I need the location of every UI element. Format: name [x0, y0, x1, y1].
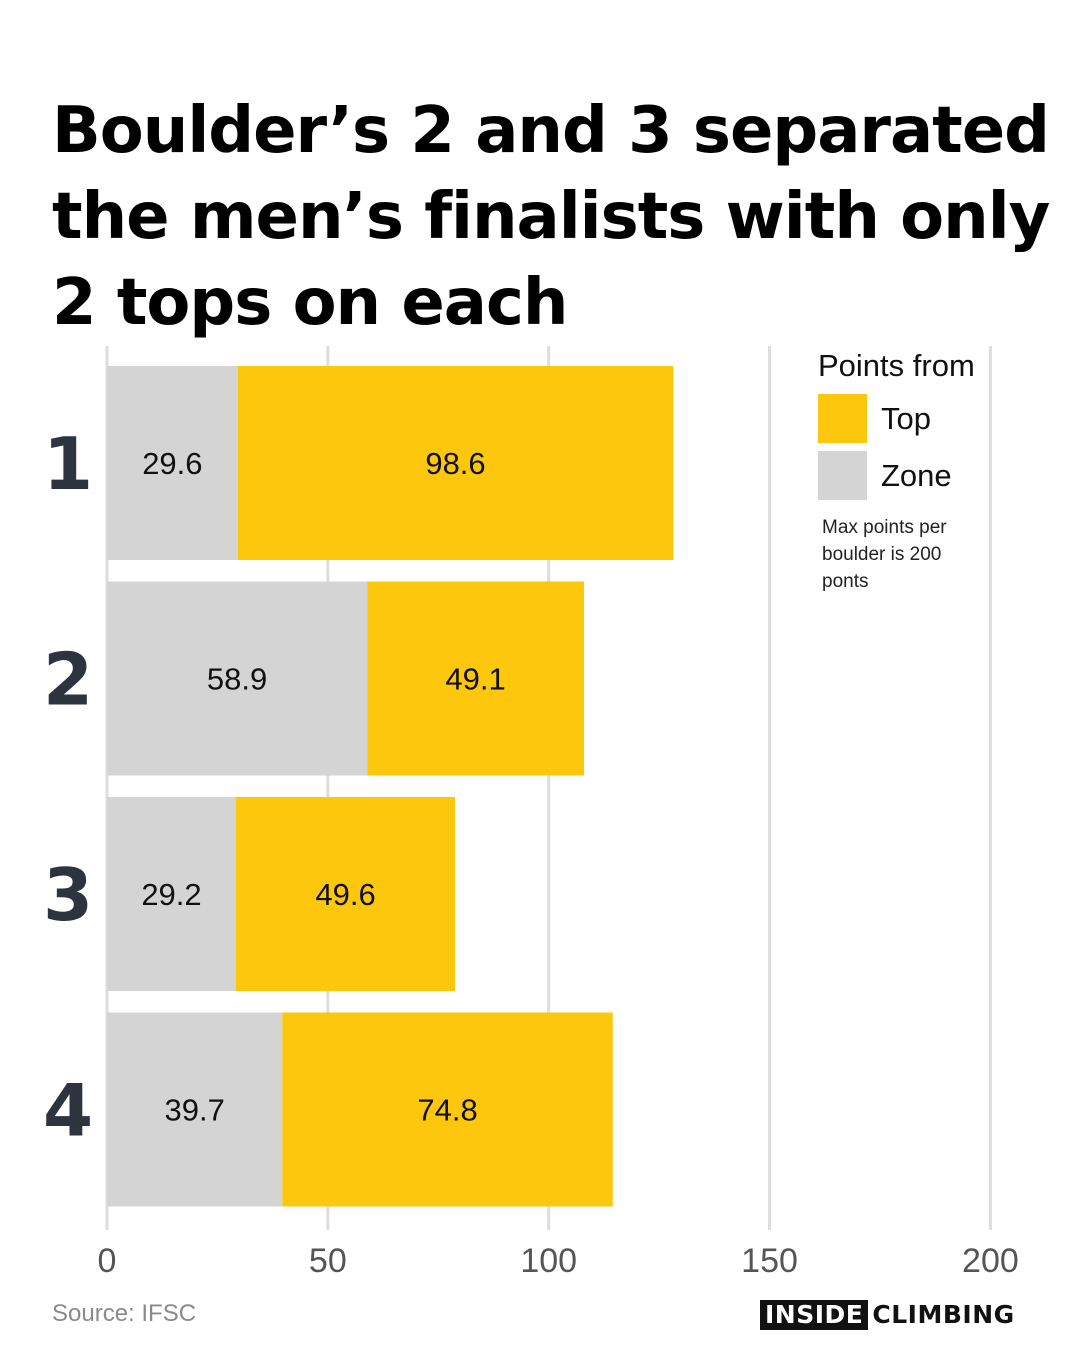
value-label-zone-boulder-3: 29.2: [141, 877, 201, 912]
brand-logo-boxed: INSIDE: [760, 1300, 869, 1330]
value-label-zone-boulder-4: 39.7: [165, 1093, 225, 1128]
value-label-top-boulder-4: 74.8: [417, 1093, 477, 1128]
x-tick-label-0: 0: [98, 1242, 117, 1280]
bars: [107, 366, 674, 1207]
value-label-top-boulder-2: 49.1: [445, 662, 505, 697]
category-label-4: 4: [43, 1069, 93, 1153]
value-label-zone-boulder-1: 29.6: [142, 446, 202, 481]
bar-top-boulder-2: [367, 581, 585, 776]
x-tick-label-100: 100: [520, 1242, 577, 1280]
legend-swatch-top: [818, 394, 867, 443]
value-label-top-boulder-1: 98.6: [425, 446, 485, 481]
legend-swatch-zone: [818, 451, 867, 500]
bar-value-labels: 29.6 98.6 58.9 49.1 29.2 49.6 39.7 74.8: [141, 446, 505, 1128]
legend-label-top: Top: [881, 400, 931, 436]
legend-note: Max points per boulder is 200 ponts: [822, 517, 947, 592]
bar-zone-boulder-3: [107, 797, 236, 991]
bar-zone-boulder-4: [107, 1012, 283, 1207]
bar-zone-boulder-1: [107, 366, 238, 560]
category-label-2: 2: [43, 638, 93, 722]
x-tick-label-200: 200: [962, 1242, 1019, 1280]
legend-label-zone: Zone: [881, 457, 952, 493]
value-label-top-boulder-3: 49.6: [315, 877, 375, 912]
category-label-1: 1: [43, 422, 93, 506]
bar-top-boulder-4: [282, 1012, 613, 1207]
value-label-zone-boulder-2: 58.9: [207, 662, 267, 697]
category-label-3: 3: [43, 853, 93, 937]
chart-title: Boulder’s 2 and 3 separated the men’s fi…: [52, 94, 1050, 340]
bar-zone-boulder-2: [107, 581, 368, 776]
bar-top-boulder-3: [235, 797, 456, 991]
legend-title: Points from: [818, 348, 975, 383]
legend: Points from Top Zone Max points per boul…: [818, 346, 1058, 595]
brand-logo: INSIDE CLIMBING: [760, 1300, 1015, 1330]
category-labels: 1 2 3 4: [43, 422, 93, 1153]
x-tick-label-150: 150: [741, 1242, 798, 1280]
x-axis-tick-labels: 0 50 100 150 200: [98, 1242, 1019, 1280]
x-tick-label-50: 50: [309, 1242, 347, 1280]
source-credit: Source: IFSC: [52, 1300, 197, 1327]
legend-item-zone: Zone: [818, 451, 1058, 500]
brand-logo-text: CLIMBING: [872, 1300, 1015, 1329]
legend-item-top: Top: [818, 394, 1058, 443]
bar-top-boulder-1: [237, 366, 674, 560]
